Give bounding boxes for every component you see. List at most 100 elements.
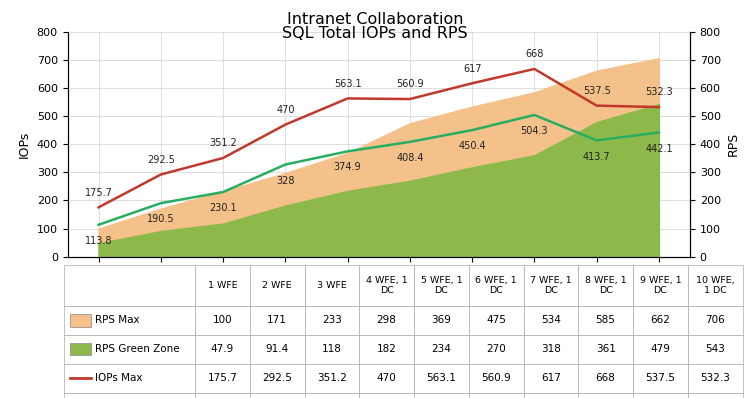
Bar (304, 392, 359, 398)
Text: 534: 534 (541, 316, 561, 326)
Text: 292.5: 292.5 (262, 373, 292, 383)
Bar (469, 392, 524, 398)
Text: 442.1: 442.1 (645, 144, 673, 154)
Text: 318: 318 (541, 344, 561, 354)
Bar (524, 265, 578, 306)
Y-axis label: RPS: RPS (727, 132, 740, 156)
Bar (304, 265, 359, 306)
Text: 450.4: 450.4 (458, 141, 486, 151)
Text: 182: 182 (376, 344, 397, 354)
Bar (359, 306, 414, 335)
Text: 351.2: 351.2 (317, 373, 346, 383)
Bar (578, 265, 633, 306)
Text: 6 WFE, 1
DC: 6 WFE, 1 DC (476, 276, 517, 295)
Bar (469, 306, 524, 335)
Bar (359, 335, 414, 364)
Text: 668: 668 (525, 49, 544, 59)
Bar (469, 335, 524, 364)
Text: IOPs Max: IOPs Max (95, 373, 142, 383)
Bar (633, 392, 688, 398)
Bar (578, 392, 633, 398)
Bar (578, 306, 633, 335)
Text: 543: 543 (705, 344, 725, 354)
Text: 175.7: 175.7 (85, 187, 112, 197)
Text: 560.9: 560.9 (482, 373, 511, 383)
Bar (195, 364, 250, 392)
Text: 113.8: 113.8 (85, 236, 112, 246)
Bar (633, 364, 688, 392)
Bar (578, 335, 633, 364)
Text: 475: 475 (486, 316, 506, 326)
Bar (414, 306, 469, 335)
Text: 8 WFE, 1
DC: 8 WFE, 1 DC (585, 276, 626, 295)
Bar (524, 392, 578, 398)
Bar (250, 392, 304, 398)
Text: 369: 369 (431, 316, 451, 326)
Text: 1 WFE: 1 WFE (208, 281, 237, 290)
Bar (250, 335, 304, 364)
Text: 292.5: 292.5 (147, 155, 175, 165)
Bar (250, 364, 304, 392)
Text: 563.1: 563.1 (427, 373, 456, 383)
Bar (524, 306, 578, 335)
Text: 668: 668 (596, 373, 616, 383)
Text: 171: 171 (267, 316, 287, 326)
Text: 230.1: 230.1 (209, 203, 237, 213)
Text: 408.4: 408.4 (396, 153, 424, 163)
Text: 470: 470 (376, 373, 397, 383)
Bar (688, 364, 742, 392)
Bar (195, 306, 250, 335)
Bar (250, 306, 304, 335)
Bar (414, 364, 469, 392)
Text: SQL Total IOPs and RPS: SQL Total IOPs and RPS (282, 26, 468, 41)
Text: 563.1: 563.1 (334, 79, 362, 89)
Text: 175.7: 175.7 (208, 373, 237, 383)
Text: 91.4: 91.4 (266, 344, 289, 354)
Text: 4 WFE, 1
DC: 4 WFE, 1 DC (366, 276, 407, 295)
Bar (633, 335, 688, 364)
Text: 328: 328 (276, 176, 295, 185)
Text: 662: 662 (650, 316, 670, 326)
Bar (633, 265, 688, 306)
Text: 532.3: 532.3 (645, 88, 673, 98)
Text: 617: 617 (463, 64, 482, 74)
Bar (688, 335, 742, 364)
Text: 532.3: 532.3 (700, 373, 730, 383)
Text: 190.5: 190.5 (147, 214, 175, 224)
Text: 537.5: 537.5 (583, 86, 610, 96)
Text: RPS Max: RPS Max (95, 316, 140, 326)
Text: 537.5: 537.5 (646, 373, 675, 383)
Text: 10 WFE,
1 DC: 10 WFE, 1 DC (696, 276, 734, 295)
Text: 9 WFE, 1
DC: 9 WFE, 1 DC (640, 276, 681, 295)
Text: 706: 706 (705, 316, 725, 326)
Text: RPS Green Zone: RPS Green Zone (95, 344, 180, 354)
Text: Intranet Collaboration: Intranet Collaboration (286, 12, 464, 27)
Bar (688, 306, 742, 335)
Bar (469, 265, 524, 306)
Text: 5 WFE, 1
DC: 5 WFE, 1 DC (421, 276, 462, 295)
Text: 118: 118 (322, 344, 342, 354)
Bar (304, 364, 359, 392)
Bar (304, 306, 359, 335)
Bar (688, 265, 742, 306)
Bar (359, 392, 414, 398)
Text: 351.2: 351.2 (209, 138, 237, 148)
Text: 2 WFE: 2 WFE (262, 281, 292, 290)
Bar (195, 392, 250, 398)
Text: 504.3: 504.3 (520, 126, 548, 136)
Bar (359, 265, 414, 306)
Text: 7 WFE, 1
DC: 7 WFE, 1 DC (530, 276, 572, 295)
Bar (70, 314, 91, 327)
Text: 413.7: 413.7 (583, 152, 610, 162)
Text: 3 WFE: 3 WFE (317, 281, 346, 290)
Bar (195, 335, 250, 364)
Bar (70, 343, 91, 355)
Bar (524, 335, 578, 364)
Text: 479: 479 (650, 344, 670, 354)
Bar (469, 364, 524, 392)
Bar (524, 364, 578, 392)
Bar (414, 335, 469, 364)
Text: 374.9: 374.9 (334, 162, 362, 172)
Bar (304, 335, 359, 364)
Text: 100: 100 (212, 316, 232, 326)
